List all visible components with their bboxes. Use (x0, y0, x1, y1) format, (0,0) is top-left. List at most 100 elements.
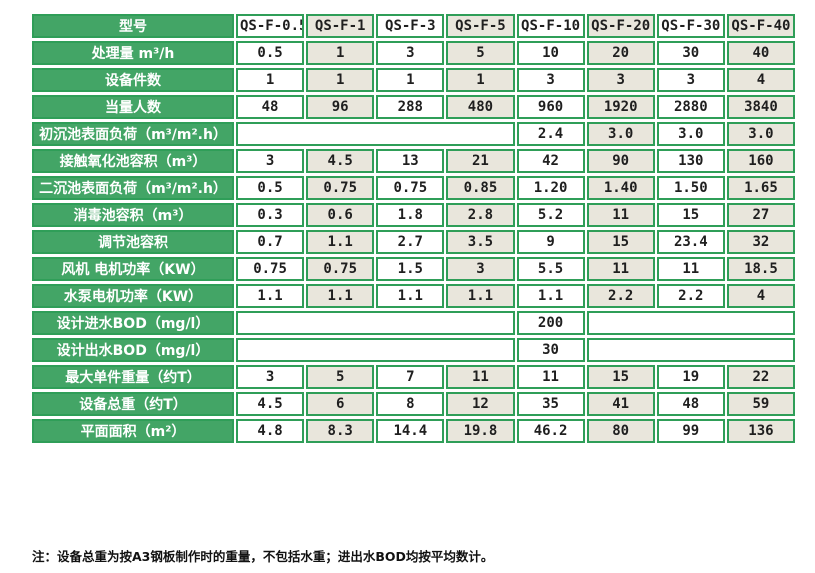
spec-value-cell: 11 (656, 257, 725, 281)
spec-value-cell: 20 (586, 41, 655, 65)
spec-row-label: 设计进水BOD（mg/l） (32, 311, 234, 335)
spec-value-cell: 15 (586, 230, 655, 254)
spec-row: 设计进水BOD（mg/l） 200 (32, 311, 795, 335)
spec-row: 调节池容积 0.7 1.1 2.7 3.5 9 15 23.4 32 (32, 230, 795, 254)
spec-value-cell: 11 (446, 365, 515, 389)
spec-value-cell: 0.75 (306, 176, 375, 200)
spec-value-cell: 4 (726, 68, 795, 92)
spec-value-cell: 18.5 (726, 257, 795, 281)
spec-value-cell: 0.85 (446, 176, 515, 200)
spec-value-cell: 30 (656, 41, 725, 65)
spec-value-cell: 3.0 (656, 122, 725, 146)
header-model-cell: QS-F-10 (516, 14, 585, 38)
spec-value-cell: 14.4 (376, 419, 445, 443)
spec-value-cell: 3 (516, 68, 585, 92)
spec-value-cell: 2.4 (516, 122, 585, 146)
spec-value-cell: 1.20 (516, 176, 585, 200)
spec-value-cell: 12 (446, 392, 515, 416)
spec-value-cell: 46.2 (516, 419, 585, 443)
spec-row: 初沉池表面负荷（m³/m².h） 2.4 3.0 3.0 3.0 (32, 122, 795, 146)
spec-row: 设备件数 1 1 1 1 3 3 3 4 (32, 68, 795, 92)
header-row: 型号 QS-F-0.5 QS-F-1 QS-F-3 QS-F-5 QS-F-10 QS-F-… (32, 14, 795, 38)
spec-row-label: 处理量 m³/h (32, 41, 234, 65)
spec-value-cell: 40 (726, 41, 795, 65)
spec-value-cell: 15 (656, 203, 725, 227)
header-model-label: 型号 (32, 14, 234, 38)
spec-value-cell: 136 (726, 419, 795, 443)
spec-value-cell: 90 (586, 149, 655, 173)
spec-value-cell: 13 (376, 149, 445, 173)
spec-value-cell: 23.4 (656, 230, 725, 254)
spec-value-cell: 3840 (726, 95, 795, 119)
spec-row: 二沉池表面负荷（m³/m².h） 0.5 0.75 0.75 0.85 1.20 1.40 1… (32, 176, 795, 200)
spec-row: 设备总重（约T） 4.5 6 8 12 35 41 48 59 (32, 392, 795, 416)
spec-value-cell: 200 (516, 311, 585, 335)
spec-value-cell: 1 (306, 68, 375, 92)
spec-value-cell: 3 (236, 365, 305, 389)
spec-value-cell: 11 (586, 203, 655, 227)
spec-row: 设计出水BOD（mg/l） 30 (32, 338, 795, 362)
spec-value-cell: 2.7 (376, 230, 445, 254)
spec-value-cell: 1 (306, 41, 375, 65)
spec-row: 当量人数 48 96 288 480 960 1920 2880 3840 (32, 95, 795, 119)
spec-value-cell: 5 (446, 41, 515, 65)
spec-value-cell: 1.1 (446, 284, 515, 308)
header-model-cell: QS-F-0.5 (236, 14, 305, 38)
spec-value-cell: 2.2 (586, 284, 655, 308)
spec-value-cell: 80 (586, 419, 655, 443)
header-model-cell: QS-F-20 (586, 14, 655, 38)
spec-table: 型号 QS-F-0.5 QS-F-1 QS-F-3 QS-F-5 QS-F-10 QS-F-… (30, 11, 797, 446)
spec-value-cell: 1920 (586, 95, 655, 119)
spec-value-cell: 42 (516, 149, 585, 173)
spec-value-cell: 0.5 (236, 176, 305, 200)
spec-value-cell: 3.0 (586, 122, 655, 146)
spec-value-cell: 3 (376, 41, 445, 65)
spec-row: 最大单件重量（约T） 3 5 7 11 11 15 19 22 (32, 365, 795, 389)
spec-row-label: 设备件数 (32, 68, 234, 92)
spec-value-cell: 3.0 (726, 122, 795, 146)
spec-value-cell: 32 (726, 230, 795, 254)
spec-value-cell: 1.5 (376, 257, 445, 281)
spec-value-cell: 8 (376, 392, 445, 416)
spec-value-cell: 0.3 (236, 203, 305, 227)
spec-row: 接触氧化池容积（m³） 3 4.5 13 21 42 90 130 160 (32, 149, 795, 173)
spec-value-cell: 19.8 (446, 419, 515, 443)
merged-empty-cell (236, 311, 515, 335)
spec-value-cell: 0.75 (376, 176, 445, 200)
spec-value-cell: 4 (726, 284, 795, 308)
spec-value-cell: 1.1 (516, 284, 585, 308)
spec-value-cell: 0.5 (236, 41, 305, 65)
spec-row-label: 调节池容积 (32, 230, 234, 254)
spec-value-cell: 3 (236, 149, 305, 173)
spec-value-cell: 1.8 (376, 203, 445, 227)
spec-value-cell: 1.40 (586, 176, 655, 200)
spec-value-cell: 11 (516, 365, 585, 389)
spec-value-cell: 1.65 (726, 176, 795, 200)
spec-value-cell: 6 (306, 392, 375, 416)
spec-value-cell: 3 (656, 68, 725, 92)
spec-value-cell: 3 (446, 257, 515, 281)
spec-value-cell: 5 (306, 365, 375, 389)
spec-row-label: 设计出水BOD（mg/l） (32, 338, 234, 362)
spec-value-cell: 11 (586, 257, 655, 281)
spec-value-cell: 1 (376, 68, 445, 92)
spec-row-label: 接触氧化池容积（m³） (32, 149, 234, 173)
spec-row-label: 风机 电机功率（KW） (32, 257, 234, 281)
spec-row-label: 消毒池容积（m³） (32, 203, 234, 227)
spec-value-cell: 5.2 (516, 203, 585, 227)
spec-row-label: 初沉池表面负荷（m³/m².h） (32, 122, 234, 146)
spec-value-cell: 3 (586, 68, 655, 92)
spec-row: 平面面积（m²） 4.8 8.3 14.4 19.8 46.2 80 99 136 (32, 419, 795, 443)
spec-row: 消毒池容积（m³） 0.3 0.6 1.8 2.8 5.2 11 15 27 (32, 203, 795, 227)
header-model-cell: QS-F-30 (656, 14, 725, 38)
spec-value-cell: 8.3 (306, 419, 375, 443)
header-model-cell: QS-F-3 (376, 14, 445, 38)
merged-empty-cell (586, 338, 795, 362)
merged-empty-cell (236, 338, 515, 362)
spec-value-cell: 2.8 (446, 203, 515, 227)
spec-value-cell: 99 (656, 419, 725, 443)
spec-value-cell: 48 (236, 95, 305, 119)
spec-value-cell: 41 (586, 392, 655, 416)
spec-value-cell: 0.75 (236, 257, 305, 281)
